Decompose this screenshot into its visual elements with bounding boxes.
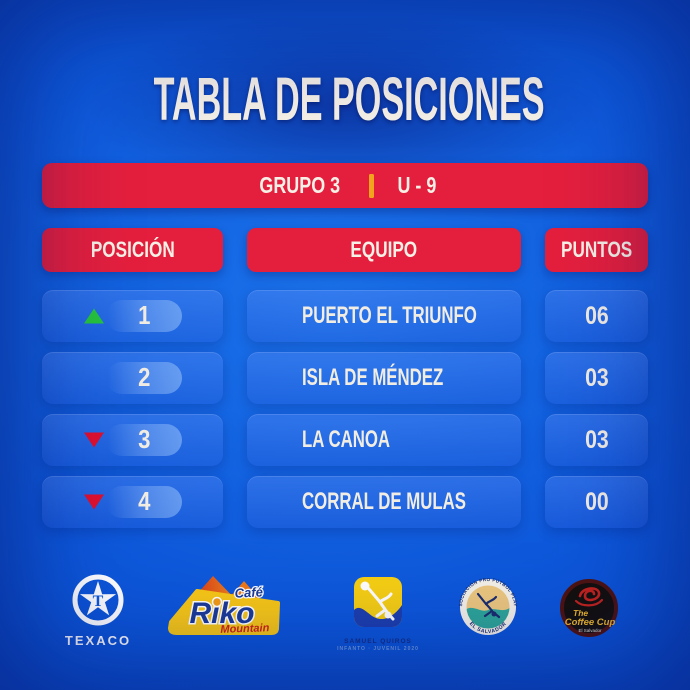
category-label: U - 9 (397, 172, 437, 198)
position-number: 3 (137, 423, 151, 454)
banner-separator-bar (369, 173, 375, 198)
position-pill (106, 362, 182, 394)
team-name: LA CANOA (302, 426, 391, 453)
coffee-cup-the-text: The (573, 608, 588, 618)
page-title: TABLA DE POSICIONES (0, 64, 690, 134)
apfp-badge-icon: ASOCIACIÓN PRO FÚTBOL PLAYA EL SALVADOR (446, 574, 517, 635)
team-cell: ISLA DE MÉNDEZ (247, 352, 521, 404)
trend-down-icon (84, 494, 104, 510)
samuel-quiros-name: SAMUEL QUIROS (344, 638, 412, 645)
riko-logo-icon: Café Riko Mountain (168, 576, 280, 636)
header-equipo: EQUIPO (247, 228, 521, 272)
team-name: CORRAL DE MULAS (302, 488, 466, 515)
group-banner: GRUPO 3 U - 9 (42, 163, 648, 208)
team-cell: CORRAL DE MULAS (247, 476, 521, 528)
position-number: 4 (137, 485, 151, 516)
sponsor-logos-row: T TEXACO Café Riko Mountain (0, 570, 690, 670)
trend-up-icon (84, 308, 104, 324)
points-cell: 03 (545, 414, 648, 466)
position-number: 2 (137, 361, 151, 392)
points-value: 00 (584, 487, 609, 516)
group-label: GRUPO 3 (259, 172, 340, 198)
position-cell: 1 (42, 290, 223, 342)
position-cell: 2 (42, 352, 223, 404)
texaco-star-icon: T (72, 574, 124, 626)
points-cell: 03 (545, 352, 648, 404)
table-header-row: POSICIÓN EQUIPO PUNTOS (42, 228, 648, 272)
header-puntos: PUNTOS (545, 228, 648, 272)
page-title-text: TABLA DE POSICIONES (153, 65, 545, 133)
samuel-quiros-subtitle: INFANTO · JUVENIL 2020 (337, 646, 419, 652)
coffee-cup-icon: The Coffee Cup El Salvador (560, 579, 618, 637)
title-glow-backdrop (0, 18, 690, 188)
texaco-logo: T TEXACO (58, 574, 138, 648)
points-cell: 00 (545, 476, 648, 528)
points-cell: 06 (545, 290, 648, 342)
coffee-cup-name-text: Coffee Cup (565, 617, 616, 628)
header-posicion-label: POSICIÓN (90, 237, 175, 262)
riko-cafe-text: Café (234, 584, 263, 600)
riko-mountain-text: Mountain (220, 622, 270, 636)
team-name: ISLA DE MÉNDEZ (302, 364, 444, 391)
samuel-quiros-icon (354, 577, 402, 627)
table-row: 1 PUERTO EL TRIUNFO 06 (42, 290, 648, 342)
texaco-t: T (93, 593, 104, 610)
coffee-cup-logo: The Coffee Cup El Salvador (552, 578, 628, 647)
team-name: PUERTO EL TRIUNFO (302, 302, 477, 329)
points-value: 06 (584, 301, 609, 330)
table-row: 2 ISLA DE MÉNDEZ 03 (42, 352, 648, 404)
position-pill (106, 486, 182, 518)
header-posicion: POSICIÓN (42, 228, 223, 272)
cafe-riko-mountain-logo: Café Riko Mountain (165, 570, 283, 645)
position-number: 1 (137, 299, 151, 330)
position-pill (106, 300, 182, 332)
position-cell: 3 (42, 414, 223, 466)
coffee-cup-sub-text: El Salvador (578, 628, 602, 633)
table-row: 3 LA CANOA 03 (42, 414, 648, 466)
table-row: 4 CORRAL DE MULAS 00 (42, 476, 648, 528)
position-cell: 4 (42, 476, 223, 528)
team-cell: LA CANOA (247, 414, 521, 466)
samuel-quiros-logo: SAMUEL QUIROS INFANTO · JUVENIL 2020 (330, 576, 426, 652)
apfp-el-salvador-logo: ASOCIACIÓN PRO FÚTBOL PLAYA EL SALVADOR (446, 574, 528, 643)
points-value: 03 (584, 363, 609, 392)
team-cell: PUERTO EL TRIUNFO (247, 290, 521, 342)
trend-down-icon (84, 432, 104, 448)
header-puntos-label: PUNTOS (560, 237, 633, 262)
points-value: 03 (584, 425, 609, 454)
position-pill (106, 424, 182, 456)
texaco-label: TEXACO (64, 633, 132, 648)
header-equipo-label: EQUIPO (350, 237, 418, 262)
